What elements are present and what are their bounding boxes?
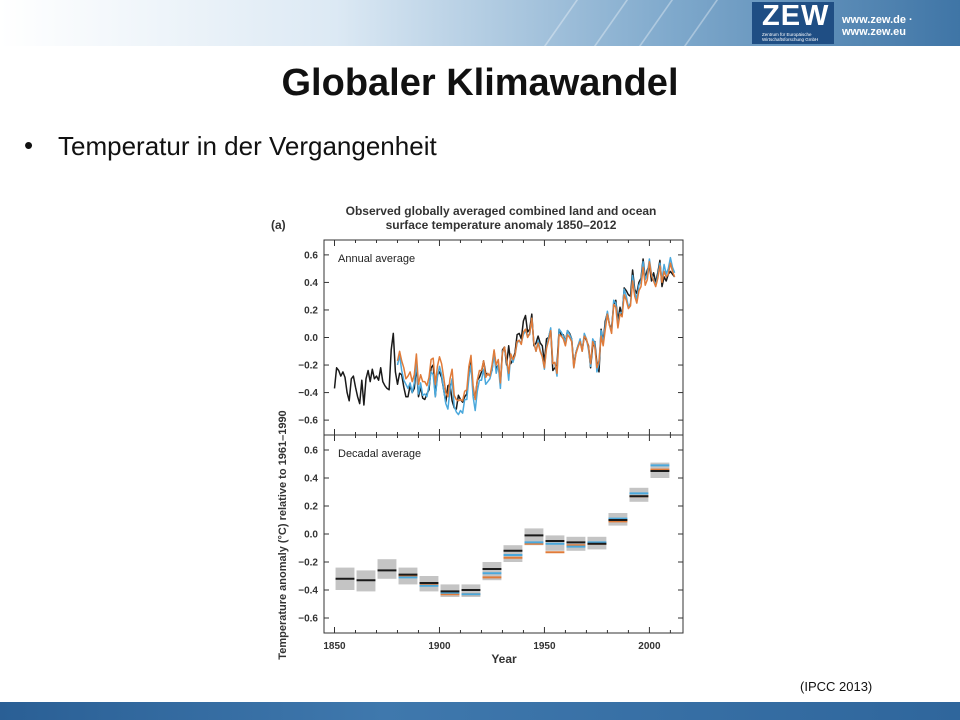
x-axis-label: Year	[491, 652, 517, 666]
header-band: ZEW Zentrum für Europäische Wirtschaftsf…	[0, 0, 960, 46]
site-url[interactable]: www.zew.de · www.zew.eu	[842, 14, 913, 38]
x-tick-label: 1850	[323, 641, 346, 652]
y-axis-label: Temperature anomaly (°C) relative to 196…	[277, 410, 289, 659]
y-tick-label: 0.4	[304, 278, 318, 289]
x-tick-label: 1900	[428, 641, 451, 652]
chart-title-line-2: surface temperature anomaly 1850–2012	[386, 218, 617, 232]
header-streak	[543, 0, 579, 46]
chart-title-line-1: Observed globally averaged combined land…	[346, 204, 657, 218]
zew-logo[interactable]: ZEW Zentrum für Europäische Wirtschaftsf…	[752, 0, 834, 44]
y-tick-label: −0.2	[298, 361, 318, 372]
panel-title: Annual average	[338, 253, 415, 265]
uncertainty-box	[566, 536, 586, 551]
y-tick-label: 0.0	[304, 333, 318, 344]
logo-subtitle: Zentrum für Europäische Wirtschaftsforsc…	[762, 32, 819, 42]
uncertainty-box	[524, 528, 544, 546]
series-line	[333, 258, 676, 410]
header-streak	[683, 0, 719, 46]
uncertainty-box	[482, 562, 502, 581]
source-citation: (IPCC 2013)	[800, 679, 873, 694]
y-tick-label: −0.4	[298, 586, 318, 597]
y-tick-label: −0.6	[298, 416, 318, 427]
y-tick-label: 0.6	[304, 250, 318, 261]
bullet-marker: •	[24, 130, 34, 160]
header-streak	[593, 0, 629, 46]
logo-text: ZEW	[762, 0, 830, 32]
chart-plot-layer: Annual average 0.6 0.4 0.2 0.0 −0.2 −0.4 −0.6 De…	[298, 239, 684, 652]
y-tick-label: 0.2	[304, 502, 318, 513]
bullet-text: Temperatur in der Vergangenheit	[58, 131, 437, 161]
page-title: Globaler Klimawandel	[281, 62, 679, 104]
y-tick-label: −0.6	[298, 614, 318, 625]
series-line	[396, 261, 676, 402]
plot-frame	[323, 239, 684, 436]
uncertainty-box	[629, 487, 649, 502]
footer-band	[0, 702, 960, 720]
uncertainty-box	[503, 545, 523, 562]
temperature-chart: (a) Observed globally averaged combined …	[271, 204, 684, 666]
panel-label: (a)	[271, 218, 286, 232]
header-streak	[638, 0, 674, 46]
y-tick-label: −0.4	[298, 388, 318, 399]
plot-frame	[323, 434, 684, 634]
y-tick-label: 0.2	[304, 305, 318, 316]
x-tick-label: 2000	[638, 641, 661, 652]
x-tick-label: 1950	[533, 641, 556, 652]
y-tick-label: −0.2	[298, 558, 318, 569]
y-tick-label: 0.4	[304, 474, 318, 485]
y-tick-label: 0.6	[304, 446, 318, 457]
uncertainty-box	[377, 559, 397, 579]
panel-title: Decadal average	[338, 448, 421, 460]
y-tick-label: 0.0	[304, 530, 318, 541]
